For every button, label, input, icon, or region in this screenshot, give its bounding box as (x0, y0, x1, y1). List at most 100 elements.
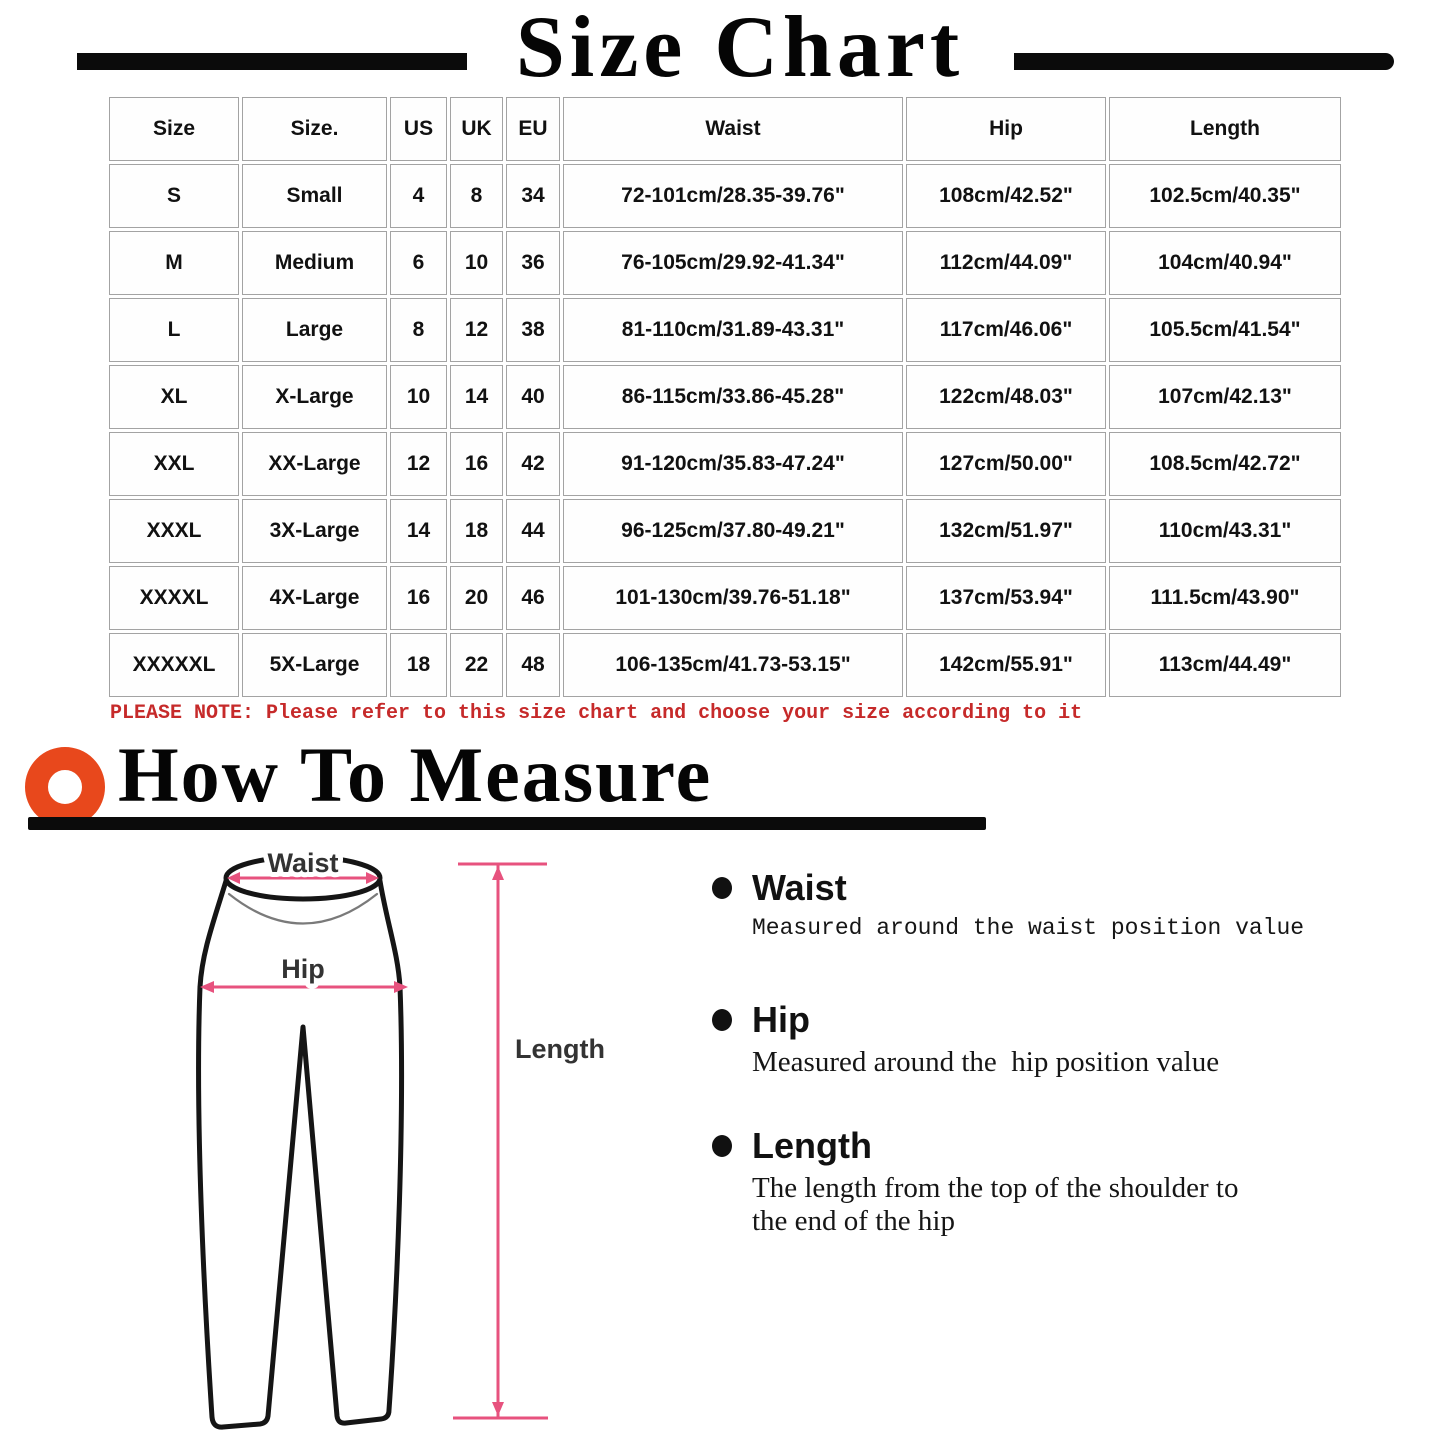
table-row: S Small 4 8 34 72-101cm/28.35-39.76" 108… (109, 164, 1341, 228)
col-header-length: Length (1109, 97, 1341, 161)
table-cell: 117cm/46.06" (906, 298, 1106, 362)
title-rule-left (77, 53, 467, 70)
measure-item-length: Length The length from the top of the sh… (712, 1126, 1372, 1238)
table-cell: Medium (242, 231, 387, 295)
table-cell: 108.5cm/42.72" (1109, 432, 1341, 496)
table-cell: 142cm/55.91" (906, 633, 1106, 697)
size-note: PLEASE NOTE: Please refer to this size c… (110, 702, 1083, 725)
table-cell: XX-Large (242, 432, 387, 496)
table-cell: 132cm/51.97" (906, 499, 1106, 563)
table-cell: M (109, 231, 239, 295)
table-cell: 72-101cm/28.35-39.76" (563, 164, 903, 228)
col-header-waist: Waist (563, 97, 903, 161)
col-header-size: Size (109, 97, 239, 161)
table-cell: 34 (506, 164, 560, 228)
table-cell: 81-110cm/31.89-43.31" (563, 298, 903, 362)
table-cell: 8 (450, 164, 503, 228)
table-cell: 106-135cm/41.73-53.15" (563, 633, 903, 697)
table-cell: S (109, 164, 239, 228)
table-cell: L (109, 298, 239, 362)
diagram-waist-label: Waist (267, 848, 338, 878)
table-cell: 102.5cm/40.35" (1109, 164, 1341, 228)
table-cell: 48 (506, 633, 560, 697)
waist-arrow (227, 872, 379, 884)
col-header-hip: Hip (906, 97, 1106, 161)
table-cell: 113cm/44.49" (1109, 633, 1341, 697)
how-to-measure-heading: How To Measure (118, 731, 713, 818)
table-cell: 36 (506, 231, 560, 295)
measure-item-description: Measured around the waist position value (752, 915, 1305, 941)
page-title: Size Chart (515, 0, 965, 96)
pants-outline (196, 854, 405, 1430)
table-cell: 86-115cm/33.86-45.28" (563, 365, 903, 429)
table-cell: 8 (390, 298, 447, 362)
col-header-eu: EU (506, 97, 560, 161)
table-cell: 127cm/50.00" (906, 432, 1106, 496)
pants-measurement-diagram: Waist Hip Length (196, 845, 610, 1430)
table-row: M Medium 6 10 36 76-105cm/29.92-41.34" 1… (109, 231, 1341, 295)
table-cell: 108cm/42.52" (906, 164, 1106, 228)
table-cell: 12 (390, 432, 447, 496)
hip-arrow (200, 981, 408, 993)
measure-item-waist: Waist Measured around the waist position… (712, 868, 1372, 943)
table-cell: 16 (390, 566, 447, 630)
table-cell: 101-130cm/39.76-51.18" (563, 566, 903, 630)
table-cell: 111.5cm/43.90" (1109, 566, 1341, 630)
table-row: XL X-Large 10 14 40 86-115cm/33.86-45.28… (109, 365, 1341, 429)
table-row: XXXXL 4X-Large 16 20 46 101-130cm/39.76-… (109, 566, 1341, 630)
table-cell: 22 (450, 633, 503, 697)
table-cell: XXXL (109, 499, 239, 563)
table-cell: 137cm/53.94" (906, 566, 1106, 630)
table-cell: 105.5cm/41.54" (1109, 298, 1341, 362)
bullet-icon (712, 1135, 732, 1157)
table-cell: 12 (450, 298, 503, 362)
title-rule-right (1014, 53, 1394, 70)
table-cell: 16 (450, 432, 503, 496)
heading-underline (28, 817, 986, 830)
col-header-uk: UK (450, 97, 503, 161)
table-cell: XXXXL (109, 566, 239, 630)
ring-icon (25, 747, 105, 827)
table-cell: 20 (450, 566, 503, 630)
table-cell: 5X-Large (242, 633, 387, 697)
col-header-size2: Size. (242, 97, 387, 161)
length-line (453, 862, 548, 1420)
measure-item-label: Length (752, 1125, 872, 1166)
table-cell: Large (242, 298, 387, 362)
measure-item-description: Measured around the hip position value (752, 1046, 1220, 1078)
table-cell: 18 (450, 499, 503, 563)
table-row: XXXL 3X-Large 14 18 44 96-125cm/37.80-49… (109, 499, 1341, 563)
bullet-icon (712, 877, 732, 899)
table-cell: 46 (506, 566, 560, 630)
measure-item-hip: Hip Measured around the hip position val… (712, 1000, 1372, 1079)
table-header-row: Size Size. US UK EU Waist Hip Length (109, 97, 1341, 161)
table-cell: 91-120cm/35.83-47.24" (563, 432, 903, 496)
table-cell: 4 (390, 164, 447, 228)
table-cell: 38 (506, 298, 560, 362)
bullet-icon (712, 1009, 732, 1031)
table-cell: 107cm/42.13" (1109, 365, 1341, 429)
table-cell: 18 (390, 633, 447, 697)
table-cell: 122cm/48.03" (906, 365, 1106, 429)
table-cell: 40 (506, 365, 560, 429)
table-cell: 42 (506, 432, 560, 496)
table-row: XXXXXL 5X-Large 18 22 48 106-135cm/41.73… (109, 633, 1341, 697)
table-cell: 112cm/44.09" (906, 231, 1106, 295)
table-cell: 96-125cm/37.80-49.21" (563, 499, 903, 563)
table-cell: 104cm/40.94" (1109, 231, 1341, 295)
table-cell: XXL (109, 432, 239, 496)
table-cell: XL (109, 365, 239, 429)
measure-item-label: Waist (752, 867, 847, 908)
table-cell: 6 (390, 231, 447, 295)
diagram-hip-label: Hip (281, 954, 325, 984)
table-cell: 3X-Large (242, 499, 387, 563)
table-cell: XXXXXL (109, 633, 239, 697)
table-cell: 10 (450, 231, 503, 295)
table-cell: X-Large (242, 365, 387, 429)
table-cell: 4X-Large (242, 566, 387, 630)
table-cell: 14 (450, 365, 503, 429)
table-cell: 110cm/43.31" (1109, 499, 1341, 563)
table-cell: 44 (506, 499, 560, 563)
col-header-us: US (390, 97, 447, 161)
table-cell: Small (242, 164, 387, 228)
